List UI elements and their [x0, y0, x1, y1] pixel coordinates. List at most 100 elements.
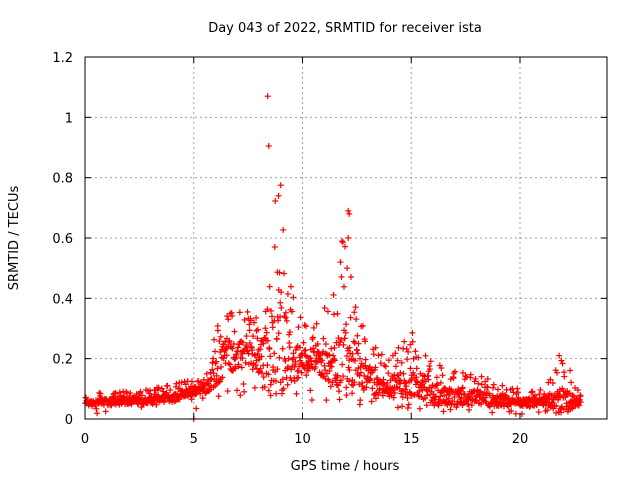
data-point	[278, 304, 285, 311]
data-point	[413, 365, 420, 372]
data-point	[155, 384, 162, 391]
data-point	[277, 379, 284, 386]
data-point	[392, 350, 399, 357]
data-point	[427, 358, 434, 365]
data-point	[272, 378, 279, 385]
data-point	[356, 381, 363, 388]
data-point	[549, 399, 556, 406]
data-point	[252, 361, 259, 368]
data-point	[292, 358, 299, 365]
data-point	[310, 324, 317, 331]
data-point	[441, 385, 448, 392]
data-point	[341, 335, 348, 342]
data-point	[229, 312, 236, 319]
data-point	[264, 337, 271, 344]
data-point	[286, 329, 293, 336]
data-point	[133, 391, 140, 398]
data-point	[322, 367, 329, 374]
data-point	[235, 361, 242, 368]
data-point	[220, 341, 227, 348]
data-point	[425, 376, 432, 383]
data-point	[350, 382, 357, 389]
data-point	[367, 375, 374, 382]
data-point	[226, 337, 233, 344]
data-point	[261, 384, 268, 391]
data-point	[262, 325, 269, 332]
data-point	[277, 299, 284, 306]
data-point	[404, 356, 411, 363]
data-point	[309, 334, 316, 341]
data-point	[577, 393, 584, 400]
data-point	[370, 351, 377, 358]
data-point	[216, 378, 223, 385]
data-point	[340, 283, 347, 290]
data-point	[499, 382, 506, 389]
data-point	[249, 366, 256, 373]
data-point	[239, 339, 246, 346]
data-point	[305, 362, 312, 369]
data-point	[355, 340, 362, 347]
data-point	[443, 391, 450, 398]
data-point	[333, 381, 340, 388]
data-point	[264, 306, 271, 313]
data-point	[239, 355, 246, 362]
data-point	[278, 289, 285, 296]
data-point	[265, 387, 272, 394]
data-point	[375, 352, 382, 359]
data-point	[424, 388, 431, 395]
data-point	[449, 397, 456, 404]
data-point	[116, 389, 123, 396]
data-point	[279, 376, 286, 383]
data-point	[295, 324, 302, 331]
data-point	[248, 344, 255, 351]
data-point	[94, 410, 101, 417]
data-point	[274, 366, 281, 373]
data-point	[468, 402, 475, 409]
data-point	[282, 309, 289, 316]
data-point	[339, 239, 346, 246]
data-point	[561, 373, 568, 380]
data-point	[285, 355, 292, 362]
data-point	[362, 362, 369, 369]
y-tick-label: 0.4	[52, 292, 73, 307]
data-point	[357, 397, 364, 404]
data-point	[409, 338, 416, 345]
data-point	[382, 363, 389, 370]
data-point	[340, 373, 347, 380]
data-point	[403, 383, 410, 390]
data-point	[307, 387, 314, 394]
data-point	[276, 354, 283, 361]
data-point	[338, 273, 345, 280]
data-point	[405, 348, 412, 355]
data-point	[277, 182, 284, 189]
data-point	[293, 390, 300, 397]
data-point	[280, 226, 287, 233]
data-point	[355, 350, 362, 357]
data-point	[226, 361, 233, 368]
data-point	[377, 378, 384, 385]
y-tick-label: 1	[65, 111, 73, 126]
data-point	[419, 380, 426, 387]
data-point	[295, 374, 302, 381]
x-tick-label: 15	[403, 432, 420, 447]
data-point	[494, 386, 501, 393]
axis-ticks	[84, 56, 607, 420]
data-point	[325, 378, 332, 385]
data-point	[250, 333, 257, 340]
data-point	[339, 361, 346, 368]
data-point	[344, 265, 351, 272]
data-point	[559, 385, 566, 392]
data-point	[415, 354, 422, 361]
data-point	[423, 402, 430, 409]
y-tick-labels: 0 0.2 0.4 0.6 0.8 1 1.2	[52, 51, 73, 428]
data-point	[348, 273, 355, 280]
data-point	[267, 353, 274, 360]
data-point	[514, 385, 521, 392]
data-point	[213, 372, 220, 379]
data-point	[330, 291, 337, 298]
data-point	[404, 394, 411, 401]
data-point	[399, 403, 406, 410]
data-point	[302, 347, 309, 354]
data-point	[403, 345, 410, 352]
data-point	[526, 403, 533, 410]
